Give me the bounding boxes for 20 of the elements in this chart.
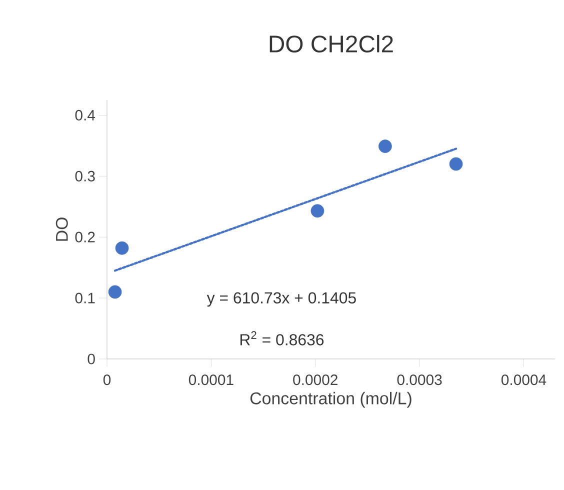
annotation: y = 610.73x + 0.1405 <box>206 292 356 307</box>
point <box>378 140 392 154</box>
point <box>108 285 122 299</box>
x-axis-title: Concentration (mol/L) <box>250 392 412 408</box>
x-tick-label: 0.0001 <box>188 374 234 386</box>
point <box>115 241 129 255</box>
y-tick-label: 0.1 <box>75 292 95 304</box>
x-tick-label: 0.0002 <box>293 374 338 386</box>
x-tick-label: 0 <box>103 374 111 386</box>
y-tick-label: 0.2 <box>75 232 95 242</box>
point <box>449 157 463 171</box>
chart-title: DO CH2Cl2 <box>270 34 393 52</box>
y-tick-label: 0.4 <box>75 110 96 121</box>
annotation: R$^{2}$ = 0.8636 <box>240 331 324 346</box>
x-tick-label: 0.0003 <box>397 374 442 386</box>
y-tick-label: 0 <box>88 354 95 364</box>
y-tick-label: 0.3 <box>75 170 95 182</box>
x-tick-label: 0.0004 <box>501 374 546 386</box>
point <box>310 204 324 218</box>
y-axis-title: DO <box>56 218 68 241</box>
